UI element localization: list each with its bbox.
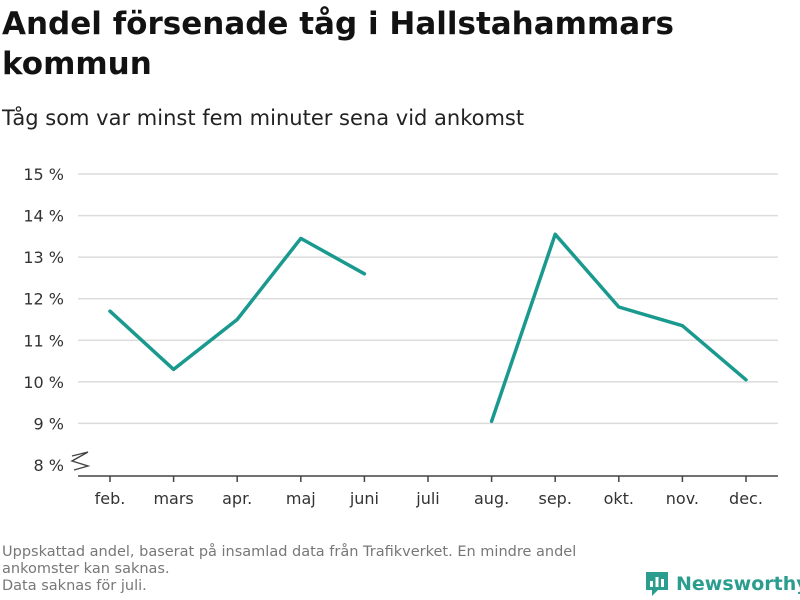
chart-title: Andel försenade tåg i Hallstahammars kom… bbox=[2, 6, 674, 82]
x-tick-label: aug. bbox=[474, 489, 509, 508]
x-tick-label: feb. bbox=[95, 489, 126, 508]
x-tick-label: sep. bbox=[538, 489, 571, 508]
y-tick-label: 10 % bbox=[23, 373, 64, 392]
y-tick-label: 9 % bbox=[34, 414, 64, 433]
gridlines bbox=[78, 173, 778, 425]
y-tick-label: 12 % bbox=[23, 290, 64, 309]
y-tick-label: 15 % bbox=[23, 165, 64, 184]
x-tick-label: nov. bbox=[666, 489, 699, 508]
x-tick-label: juli bbox=[415, 489, 439, 508]
y-tick-label: 13 % bbox=[23, 248, 64, 267]
newsworthy-logo-icon bbox=[646, 572, 668, 596]
series-line-segment bbox=[108, 236, 367, 372]
series-line-segment bbox=[489, 232, 748, 424]
y-tick-label: 11 % bbox=[23, 331, 64, 350]
x-tick-label: apr. bbox=[222, 489, 252, 508]
x-tick-label: maj bbox=[286, 489, 316, 508]
footnote: Uppskattad andel, baserat på insamlad da… bbox=[2, 544, 632, 595]
x-tick-label: mars bbox=[153, 489, 193, 508]
y-tick-label: 8 % bbox=[34, 456, 64, 475]
footnote-line-1: Uppskattad andel, baserat på insamlad da… bbox=[2, 544, 577, 577]
series-lines bbox=[108, 232, 748, 424]
x-tick-label: okt. bbox=[604, 489, 634, 508]
x-tick-label: dec. bbox=[729, 489, 763, 508]
line-chart: 8 % 9 % 10 % 11 % 12 % 13 % 14 % 15 % feb. mars a… bbox=[23, 165, 778, 508]
brand-name: Newsworthy bbox=[676, 573, 800, 595]
brand-logo: Newsworthy bbox=[644, 570, 800, 598]
x-tick-label: juni bbox=[349, 489, 379, 508]
x-axis bbox=[70, 451, 778, 477]
axis-break-icon bbox=[70, 451, 91, 471]
chart-subtitle: Tåg som var minst fem minuter sena vid a… bbox=[2, 106, 525, 130]
x-axis-ticks: feb. mars apr. maj juni juli aug. sep. okt. nov. d… bbox=[95, 476, 763, 508]
y-axis-ticks: 8 % 9 % 10 % 11 % 12 % 13 % 14 % 15 % bbox=[23, 165, 64, 475]
footnote-line-2: Data saknas för juli. bbox=[2, 578, 147, 594]
y-tick-label: 14 % bbox=[23, 207, 64, 226]
